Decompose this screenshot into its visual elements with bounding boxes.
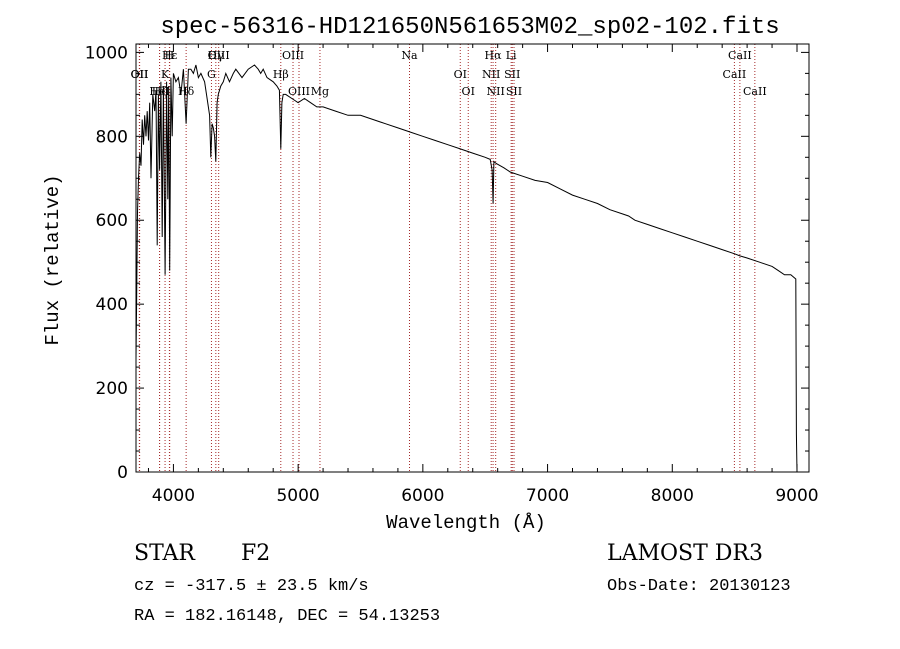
survey-name: LAMOST DR3: [607, 541, 763, 566]
line-marker-label: HeI: [149, 85, 169, 98]
x-tick-label: 9000: [775, 486, 818, 506]
line-marker-label: Hε: [162, 49, 178, 62]
y-tick-label: 1000: [85, 43, 128, 63]
line-marker-label: OIII: [282, 49, 304, 62]
chart-title: spec-56316-HD121650N561653M02_sp02-102.f…: [160, 14, 779, 41]
line-marker-label: OIII: [208, 49, 230, 62]
coordinates: RA = 182.16148, DEC = 54.13253: [134, 607, 440, 626]
line-marker-label: NII: [487, 85, 505, 98]
line-marker-label: OIII: [288, 85, 310, 98]
line-marker-label: H: [165, 49, 175, 62]
line-marker-label: Hζ: [152, 85, 168, 98]
y-tick-label: 0: [117, 463, 128, 483]
line-marker-label: OI: [454, 68, 467, 81]
y-axis-label: Flux (relative): [42, 174, 64, 345]
x-tick-label: 6000: [401, 486, 444, 506]
line-marker-label: SII: [506, 85, 522, 98]
x-tick-label: 5000: [276, 486, 319, 506]
spectrum-line: [135, 64, 798, 473]
y-axis: 0 200 400 600 800 1000: [85, 43, 809, 483]
line-marker-label: OII: [131, 68, 149, 81]
y-tick-label: 400: [96, 295, 128, 315]
line-marker-label: CaII: [728, 49, 752, 62]
line-marker-label: K: [161, 68, 170, 81]
line-marker-label: Li: [506, 49, 517, 62]
line-marker-label: G: [207, 68, 216, 81]
redshift-text: cz = -317.5 ± 23.5 km/s: [134, 577, 369, 596]
line-marker-label: Hδ: [178, 85, 195, 98]
x-axis-label: Wavelength (Å): [386, 512, 546, 534]
line-marker-label: SII: [504, 68, 520, 81]
obs-date: Obs-Date: 20130123: [607, 577, 791, 596]
line-marker-label: Hα: [485, 49, 503, 62]
y-tick-label: 600: [96, 211, 128, 231]
x-tick-label: 4000: [152, 486, 195, 506]
y-tick-label: 800: [96, 127, 128, 147]
line-marker-label: Hβ: [273, 68, 289, 81]
line-marker-label: Na: [401, 49, 418, 62]
line-marker-label: Hγ: [208, 49, 225, 62]
line-marker-label: OII: [131, 68, 149, 81]
object-class: STAR: [134, 541, 196, 566]
line-marker-label: CaII: [723, 68, 747, 81]
x-tick-label: 8000: [651, 486, 694, 506]
emission-line-labels: HεKHδOIIIOIIHeIHOIIHζHγGOIIIOIIIHβMgNaOI…: [131, 49, 767, 98]
y-tick-label: 200: [96, 379, 128, 399]
line-marker-label: Mg: [311, 85, 329, 98]
line-marker-label: CaII: [743, 85, 767, 98]
object-subclass: F2: [241, 541, 270, 566]
x-axis: 4000 5000 6000 7000 8000 9000: [147, 44, 819, 506]
line-marker-label: OI: [462, 85, 475, 98]
line-marker-label: NII: [482, 68, 500, 81]
x-tick-label: 7000: [526, 486, 569, 506]
emission-line-markers: [138, 44, 756, 472]
plot-frame: [135, 43, 810, 473]
